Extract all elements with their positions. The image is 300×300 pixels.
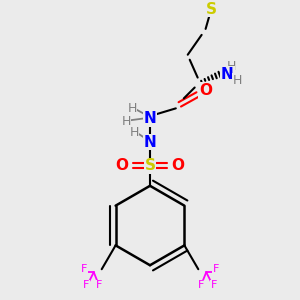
Text: H: H bbox=[122, 115, 131, 128]
Text: S: S bbox=[206, 2, 217, 16]
Text: F: F bbox=[198, 280, 205, 290]
Text: H: H bbox=[233, 74, 242, 87]
Text: O: O bbox=[116, 158, 129, 173]
Text: H: H bbox=[129, 126, 139, 139]
Text: N: N bbox=[221, 67, 234, 82]
Text: N: N bbox=[144, 111, 156, 126]
Text: S: S bbox=[145, 158, 155, 173]
Text: F: F bbox=[82, 280, 89, 290]
Text: O: O bbox=[171, 158, 184, 173]
Text: O: O bbox=[199, 83, 212, 98]
Text: F: F bbox=[81, 264, 87, 274]
Text: H: H bbox=[128, 102, 137, 115]
Text: H: H bbox=[227, 60, 236, 73]
Text: F: F bbox=[95, 280, 102, 290]
Text: N: N bbox=[144, 135, 156, 150]
Text: F: F bbox=[211, 280, 217, 290]
Text: F: F bbox=[213, 264, 219, 274]
